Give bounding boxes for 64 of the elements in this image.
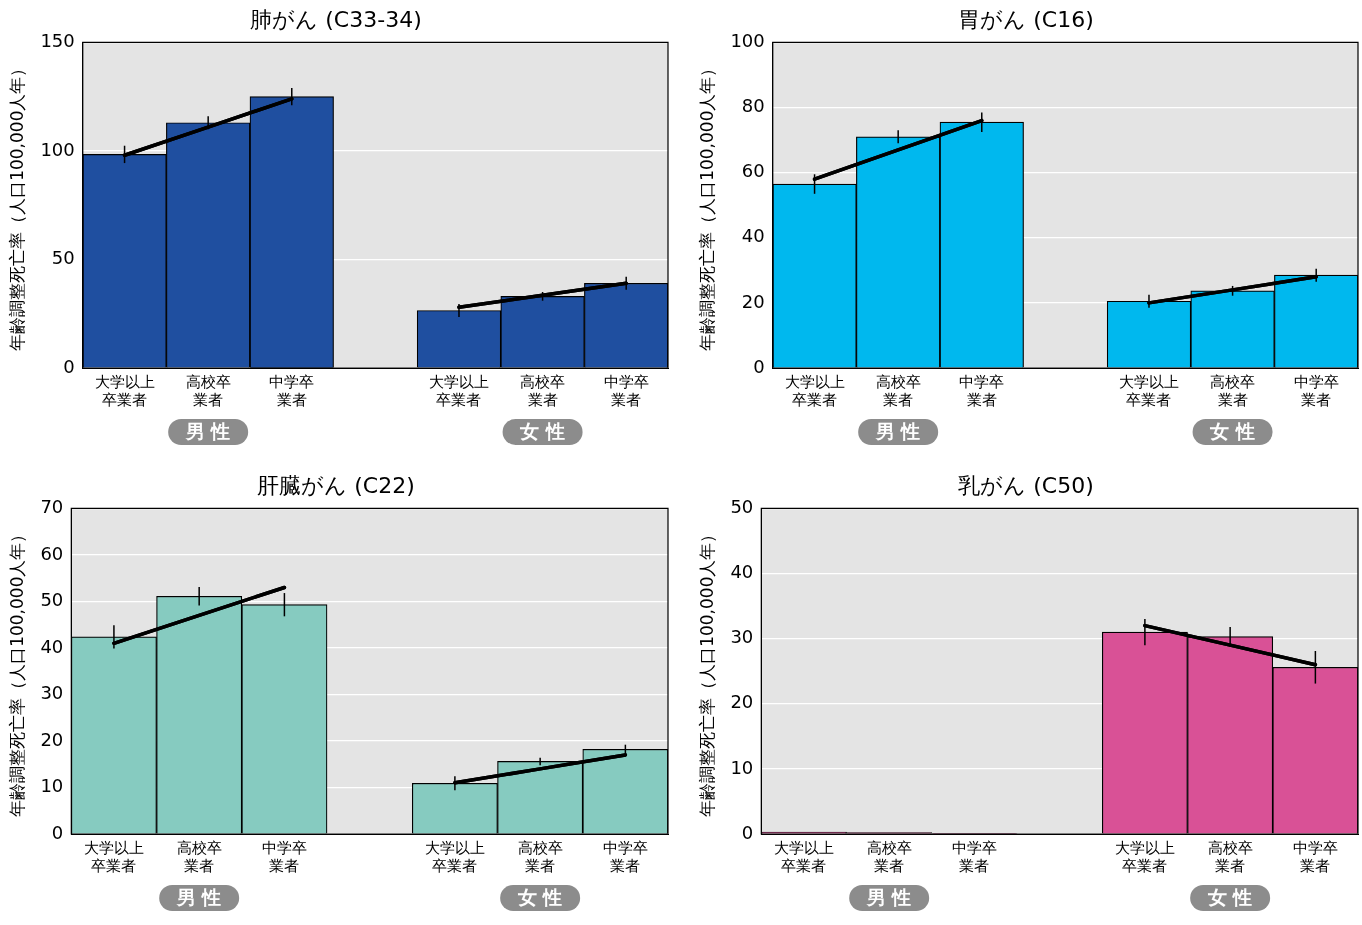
y-tick-label: 0 bbox=[63, 355, 75, 377]
y-tick-label: 20 bbox=[741, 290, 765, 312]
y-tick-label: 40 bbox=[40, 635, 64, 657]
x-tick-label: 高校卒業者 bbox=[875, 372, 921, 409]
x-tick-label: 中学卒業者 bbox=[959, 372, 1005, 409]
text: 男 性 bbox=[874, 419, 921, 442]
y-tick-label: 100 bbox=[40, 138, 75, 160]
y-tick-label: 40 bbox=[730, 561, 754, 583]
x-tick-label: 高校卒業者 bbox=[517, 838, 563, 875]
x-tick-label: 高校卒業者 bbox=[1210, 372, 1256, 409]
x-tick-label: 中学卒業者 bbox=[951, 838, 997, 875]
x-tick-label: 中学卒業者 bbox=[261, 838, 307, 875]
x-tick-label: 高校卒業者 bbox=[176, 838, 222, 875]
text: 女 性 bbox=[1206, 885, 1253, 908]
chart-title: 乳がん (C50) bbox=[958, 472, 1094, 498]
y-tick-label: 150 bbox=[40, 30, 75, 52]
x-tick-label: 大学以上卒業者 bbox=[428, 372, 489, 409]
text: 女 性 bbox=[1209, 419, 1255, 442]
x-tick-label: 中学卒業者 bbox=[1292, 838, 1338, 875]
y-tick-label: 50 bbox=[730, 496, 754, 518]
x-tick-label: 中学卒業者 bbox=[602, 838, 648, 875]
text: 女 性 bbox=[516, 885, 563, 908]
y-tick-label: 60 bbox=[741, 160, 765, 182]
y-tick-label: 0 bbox=[51, 821, 64, 843]
x-tick-label: 中学卒業者 bbox=[269, 372, 315, 409]
x-tick-label: 大学以上卒業者 bbox=[83, 838, 144, 875]
y-axis-title: 年齢調整死亡率（人口100,000人年） bbox=[696, 59, 717, 351]
x-tick-label: 大学以上卒業者 bbox=[773, 838, 834, 875]
y-axis-title: 年齢調整死亡率（人口100,000人年） bbox=[6, 59, 27, 351]
y-tick-label: 50 bbox=[51, 247, 75, 269]
x-tick-label: 大学以上卒業者 bbox=[784, 372, 845, 409]
x-tick-label: 中学卒業者 bbox=[1293, 372, 1339, 409]
y-tick-label: 0 bbox=[753, 355, 765, 377]
text: 男 性 bbox=[175, 885, 222, 908]
x-tick-label: 高校卒業者 bbox=[520, 372, 566, 409]
chart-title: 肝臓がん (C22) bbox=[257, 472, 415, 498]
y-tick-label: 0 bbox=[741, 821, 754, 843]
y-tick-label: 70 bbox=[40, 496, 64, 518]
y-tick-label: 20 bbox=[730, 691, 754, 713]
x-tick-label: 大学以上卒業者 bbox=[94, 372, 155, 409]
text: 女 性 bbox=[519, 419, 565, 442]
y-axis-title: 年齢調整死亡率（人口100,000人年） bbox=[6, 525, 27, 817]
y-axis-title: 年齢調整死亡率（人口100,000人年） bbox=[696, 525, 717, 817]
text: 男 性 bbox=[184, 419, 231, 442]
y-tick-label: 60 bbox=[40, 542, 64, 564]
y-tick-label: 20 bbox=[40, 728, 64, 750]
y-tick-label: 30 bbox=[730, 626, 754, 648]
x-tick-label: 高校卒業者 bbox=[866, 838, 912, 875]
chart-title: 胃がん (C16) bbox=[958, 6, 1094, 32]
y-tick-label: 10 bbox=[40, 775, 64, 797]
y-tick-label: 100 bbox=[730, 30, 765, 52]
x-tick-label: 大学以上卒業者 bbox=[424, 838, 485, 875]
x-tick-label: 高校卒業者 bbox=[1207, 838, 1253, 875]
y-tick-label: 50 bbox=[40, 589, 64, 611]
chart-title: 肺がん (C33-34) bbox=[250, 6, 422, 32]
x-tick-label: 高校卒業者 bbox=[185, 372, 231, 409]
x-tick-label: 大学以上卒業者 bbox=[1118, 372, 1179, 409]
y-tick-label: 40 bbox=[741, 225, 765, 247]
y-tick-label: 80 bbox=[741, 95, 765, 117]
y-tick-label: 10 bbox=[730, 756, 754, 778]
text: 男 性 bbox=[865, 885, 912, 908]
y-tick-label: 30 bbox=[40, 682, 64, 704]
x-tick-label: 大学以上卒業者 bbox=[1114, 838, 1175, 875]
x-tick-label: 中学卒業者 bbox=[603, 372, 649, 409]
